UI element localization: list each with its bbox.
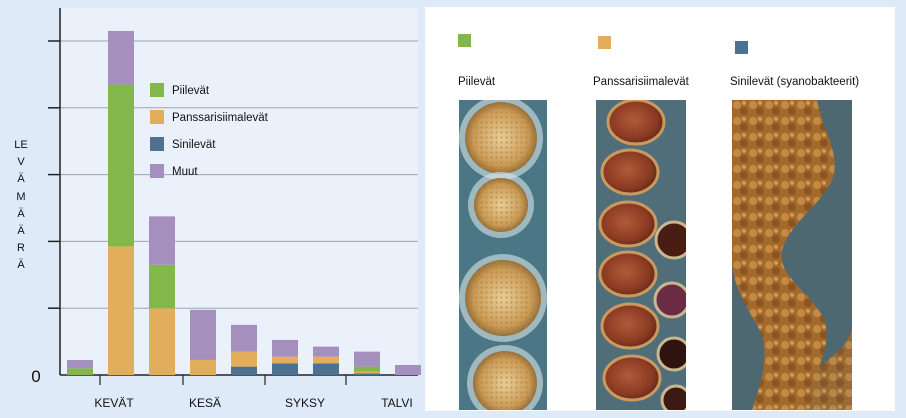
bar-segment [67,359,93,369]
bar-segment [395,364,421,375]
dinoflagellate-label: Panssarisiimalevät [593,76,689,88]
bar-segment [67,368,93,375]
dinoflagellate-swatch [598,36,611,49]
legend-swatch [150,137,164,151]
legend-label: Muut [172,166,198,178]
season-label: KEVÄT [94,396,134,410]
bar-segment [149,264,175,309]
season-label: KESÄ [189,396,221,410]
bar-segment [231,351,257,367]
bar-segment [108,30,134,85]
bar-segment [313,356,339,364]
bar-segment [149,216,175,265]
bar-segment [272,339,298,357]
bar-segment [354,366,380,372]
bar-segment [231,366,257,375]
bar-segment [190,309,216,360]
bar-segment [354,351,380,367]
bar-segment [313,346,339,357]
bar-segment [272,356,298,364]
cyanobacteria-label: Sinilevät (syanobakteerit) [730,76,860,88]
cyanobacteria-micrograph-icon [732,100,852,410]
chart-panel: 0 KEVÄT KESÄ SYKSY TALVI Piilevät Panssarisiim… [0,0,422,418]
legend-label: Piilevät [172,85,210,97]
diatom-label: Piilevät [458,76,496,88]
bar-segment [354,373,380,375]
season-label: SYKSY [285,396,325,410]
dinoflagellate-micrograph-icon [596,100,686,410]
bar-segment [354,371,380,374]
stacked-bar-chart: 0 KEVÄT KESÄ SYKSY TALVI Piilevät Panssarisiim… [31,8,421,410]
legend-swatch [150,83,164,97]
legend-label: Sinilevät [172,139,216,151]
season-label: TALVI [381,396,413,410]
legend-label: Panssarisiimalevät [172,112,269,124]
diatom-micrograph-icon [459,100,547,410]
y-axis-label: LEVÄMÄÄRÄ [14,139,28,272]
bar-segment [190,359,216,375]
diatom-swatch [458,34,471,47]
legend-swatch [150,110,164,124]
bar-segment [272,363,298,375]
legend-swatch [150,164,164,178]
y-zero-label: 0 [31,367,40,386]
cyanobacteria-swatch [735,41,748,54]
bar-segment [108,246,134,375]
bar-segment [149,308,175,375]
bar-segment [108,84,134,247]
bar-segment [231,324,257,352]
bar-segment [313,363,339,375]
photo-panel: Piilevät Panssarisiimalevät Sinilevät (s… [425,7,895,411]
